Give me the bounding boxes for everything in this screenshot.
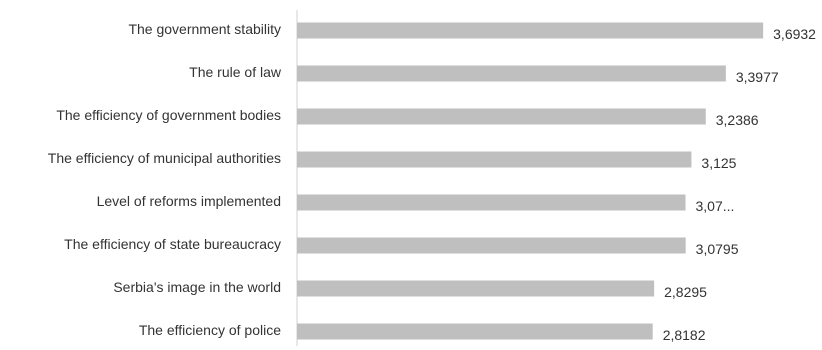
value-label: 3,2386: [716, 112, 759, 128]
bar: [297, 22, 764, 39]
category-label: The government stability: [128, 21, 281, 37]
category-label: Level of reforms implemented: [97, 193, 281, 209]
value-label: 3,0795: [696, 241, 739, 257]
bar: [297, 151, 692, 168]
bar: [297, 237, 686, 254]
bar: [297, 65, 726, 82]
value-label: 2,8182: [663, 327, 706, 343]
category-label: The efficiency of police: [139, 322, 281, 338]
category-label: The efficiency of government bodies: [56, 107, 281, 123]
bar: [297, 194, 686, 211]
value-label: 3,07...: [695, 198, 734, 214]
value-label: 3,3977: [736, 69, 779, 85]
category-label: Serbia's image in the world: [113, 279, 281, 295]
value-label: 2,8295: [664, 284, 707, 300]
bar: [297, 108, 706, 125]
value-label: 3,125: [701, 155, 736, 171]
category-label: The efficiency of state bureaucracy: [64, 236, 281, 252]
category-label: The efficiency of municipal authorities: [48, 150, 281, 166]
value-label: 3,6932: [773, 26, 816, 42]
bar: [297, 323, 653, 340]
bar: [297, 280, 655, 297]
category-label: The rule of law: [189, 64, 282, 80]
